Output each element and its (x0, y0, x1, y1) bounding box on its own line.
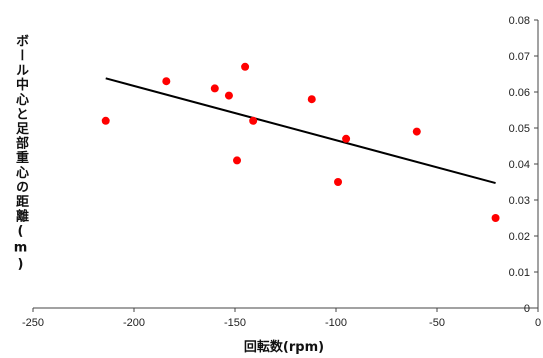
data-point (224, 91, 233, 100)
y-tick-label: 0.06 (509, 87, 530, 99)
trendline (105, 77, 496, 185)
x-tick-label: 0 (535, 317, 541, 329)
x-tick-label: -50 (429, 317, 445, 329)
y-axis-title-box: ボール中心と足部重心の距離(m) (11, 34, 29, 299)
data-point (412, 127, 421, 136)
x-tick-label: -200 (123, 317, 145, 329)
data-point (162, 77, 171, 86)
y-tick-labels: 0 0.01 0.02 0.03 0.04 0.05 0.06 0.07 0.08 (509, 15, 530, 315)
data-point (233, 156, 242, 165)
data-point (334, 178, 343, 186)
axes (32, 19, 539, 312)
y-axis-title: ボール中心と足部重心の距離(m) (13, 34, 28, 274)
x-tick-label: -250 (22, 317, 44, 329)
y-tick-label: 0.04 (509, 159, 530, 171)
data-points (101, 62, 500, 222)
y-tick-label: 0.05 (509, 123, 530, 135)
x-tick-labels: -250 -200 -150 -100 -50 0 (22, 317, 541, 329)
y-tick-label: 0.01 (509, 267, 530, 279)
data-point (342, 134, 351, 143)
trendline-group (105, 77, 496, 185)
x-tick-label: -150 (224, 317, 246, 329)
data-point (241, 62, 250, 71)
y-tick-label: 0 (524, 303, 530, 315)
data-point (307, 95, 316, 104)
x-axis-title: 回転数(rpm) (244, 339, 324, 355)
y-tick-label: 0.07 (509, 51, 530, 63)
data-point (210, 84, 219, 93)
data-point (491, 214, 500, 222)
y-tick-label: 0.08 (509, 15, 530, 27)
x-tick-label: -100 (325, 317, 347, 329)
y-tick-label: 0.03 (509, 195, 530, 207)
data-point (249, 116, 258, 125)
data-point (101, 116, 110, 125)
y-tick-label: 0.02 (509, 231, 530, 243)
